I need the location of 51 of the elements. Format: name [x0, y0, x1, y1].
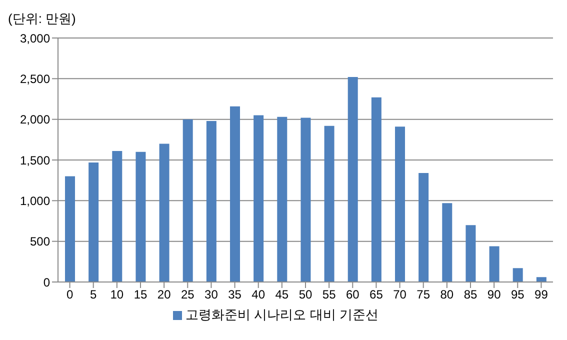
x-tick-label: 99 — [534, 288, 548, 302]
bar — [277, 116, 288, 282]
bar — [442, 203, 452, 282]
y-tick-label: 3,000 — [20, 31, 50, 46]
x-tick-label: 50 — [298, 288, 312, 302]
x-tick-label: 0 — [66, 288, 74, 302]
bar — [254, 115, 264, 282]
x-tick-label: 5 — [90, 288, 98, 302]
y-tick-label: 1,500 — [20, 153, 50, 168]
bar — [136, 152, 146, 282]
bar — [65, 176, 75, 282]
x-tick-label: 45 — [275, 288, 289, 302]
y-axis-title: (단위: 만원) — [8, 10, 76, 28]
x-tick-label: 20 — [157, 288, 172, 302]
bar — [206, 120, 216, 282]
x-tick-label: 95 — [510, 288, 525, 302]
x-tick-label: 70 — [393, 288, 407, 302]
x-tick-label: 85 — [464, 288, 478, 302]
bar — [112, 151, 122, 282]
y-tick-label: 2,000 — [20, 112, 50, 127]
x-tick-label: 40 — [252, 288, 266, 302]
y-tick-label: 1,000 — [20, 194, 50, 208]
legend-label: 고령화준비 시나리오 대비 기준선 — [186, 307, 378, 322]
bar — [536, 277, 546, 282]
bar — [182, 119, 193, 282]
bar — [324, 126, 334, 282]
x-tick-label: 65 — [370, 288, 384, 302]
bar — [395, 126, 405, 282]
x-tick-label: 30 — [204, 288, 218, 302]
bar — [348, 77, 358, 282]
y-tick-label: 500 — [30, 234, 50, 249]
x-tick-label: 80 — [440, 288, 454, 302]
bar — [466, 225, 476, 282]
x-tick-label: 55 — [322, 288, 336, 302]
bar — [371, 97, 382, 282]
bar — [230, 106, 240, 282]
y-tick-label: 0 — [43, 275, 50, 290]
bar — [300, 118, 311, 282]
bar — [418, 173, 429, 282]
bar — [88, 162, 99, 282]
x-tick-label: 10 — [110, 288, 124, 302]
bar — [489, 246, 500, 282]
x-tick-label: 60 — [346, 288, 360, 302]
bar — [512, 268, 523, 282]
x-tick-label: 75 — [416, 288, 430, 302]
x-tick-label: 35 — [228, 288, 242, 302]
bar — [159, 144, 170, 282]
x-tick-label: 90 — [487, 288, 502, 302]
x-tick-label: 15 — [134, 288, 148, 302]
x-tick-label: 25 — [180, 288, 195, 302]
y-tick-label: 2,500 — [20, 72, 50, 86]
